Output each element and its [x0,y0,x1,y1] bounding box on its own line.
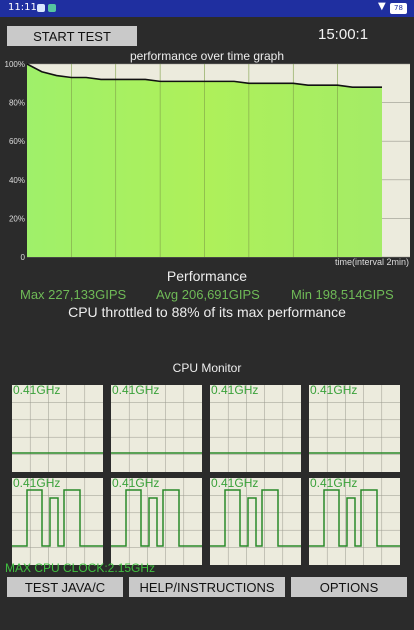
y-tick-label: 60% [9,137,25,146]
status-bar: 11:11 ▼ 78 [0,0,414,17]
cpu-core-4: 0.41GHz [309,383,400,472]
max-gips: Max 227,133GIPS [20,287,127,302]
cpu-core-2: 0.41GHz [111,383,202,472]
wifi-icon: ▼ [378,1,386,12]
performance-heading: Performance [166,268,248,284]
cpu-core-frequency: 0.41GHz [310,383,358,397]
cpu-core-frequency: 0.41GHz [211,383,259,397]
cpu-core-1: 0.41GHz [12,383,103,472]
y-tick-label: 100% [5,60,25,69]
avg-gips: Avg 206,691GIPS [156,287,260,302]
cpu-core-frequency: 0.41GHz [112,476,160,490]
performance-line [26,63,382,88]
cpu-core-frequency: 0.41GHz [13,476,61,490]
cpu-core-6: 0.41GHz [111,476,202,565]
y-tick-label: 0 [21,253,26,262]
min-gips: Min 198,514GIPS [291,287,394,302]
test-timer: 15:00:1 [318,26,369,43]
graph-title: performance over time graph [129,49,285,63]
start-test-button[interactable]: START TEST [7,26,137,46]
test-java-c-button[interactable]: TEST JAVA/C [7,577,123,597]
performance-graph: 100% 80% 60% 40% 20% 0 time(interval 2min) [5,60,410,267]
help-instructions-button[interactable]: HELP/INSTRUCTIONS [129,577,285,597]
y-tick-label: 20% [9,214,25,223]
y-tick-label: 40% [9,176,25,185]
options-button[interactable]: OPTIONS [291,577,407,597]
battery-icon: 78 [390,3,407,14]
cpu-core-frequency: 0.41GHz [13,383,61,397]
cpu-core-3: 0.41GHz [210,383,301,472]
cpu-core-7: 0.41GHz [210,476,301,565]
cpu-core-8: 0.41GHz [309,476,400,565]
y-tick-label: 80% [9,99,25,108]
graph-x-label: time(interval 2min) [335,257,409,267]
throttle-summary: CPU throttled to 88% of its max performa… [68,304,346,320]
cpu-core-frequency: 0.41GHz [211,476,259,490]
cpu-core-5: 0.41GHz [12,476,103,565]
notification-icon [37,4,45,12]
cpu-core-frequency: 0.41GHz [310,476,358,490]
status-time: 11:11 [8,2,37,13]
cpu-monitor-heading: CPU Monitor [172,361,242,375]
cpu-core-frequency: 0.41GHz [112,383,160,397]
max-cpu-clock: MAX CPU CLOCK:2.15GHz [5,561,156,575]
app-notification-icon [48,4,56,12]
